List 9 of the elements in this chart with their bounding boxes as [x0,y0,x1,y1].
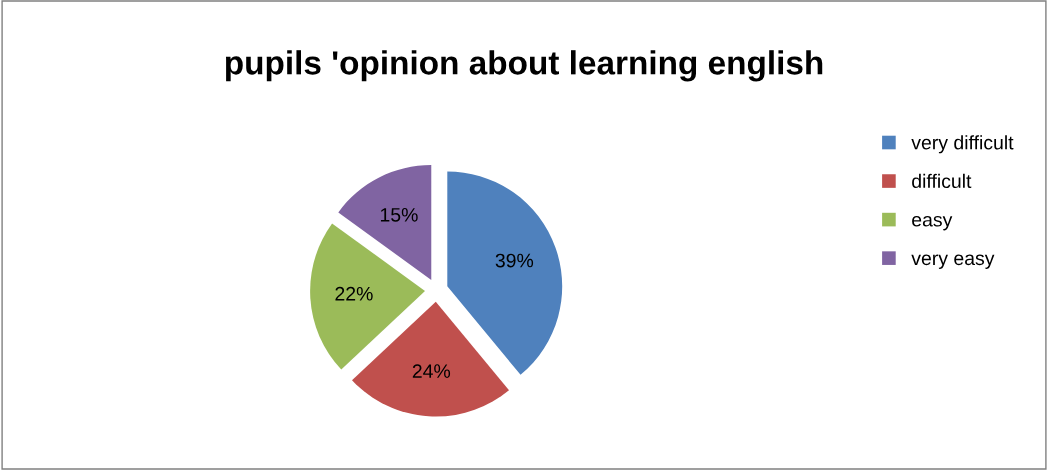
data-label: 39% [495,253,534,268]
legend-label: very easy [911,254,995,269]
legend-label: very difficult [911,135,1014,154]
chart-title: pupils 'opinion about learning english [225,50,823,82]
data-label: 24% [412,364,451,378]
data-label: 22% [335,286,373,301]
legend-label: difficult [912,173,972,189]
legend-label: easy [912,215,953,231]
data-label: 15% [380,208,418,222]
